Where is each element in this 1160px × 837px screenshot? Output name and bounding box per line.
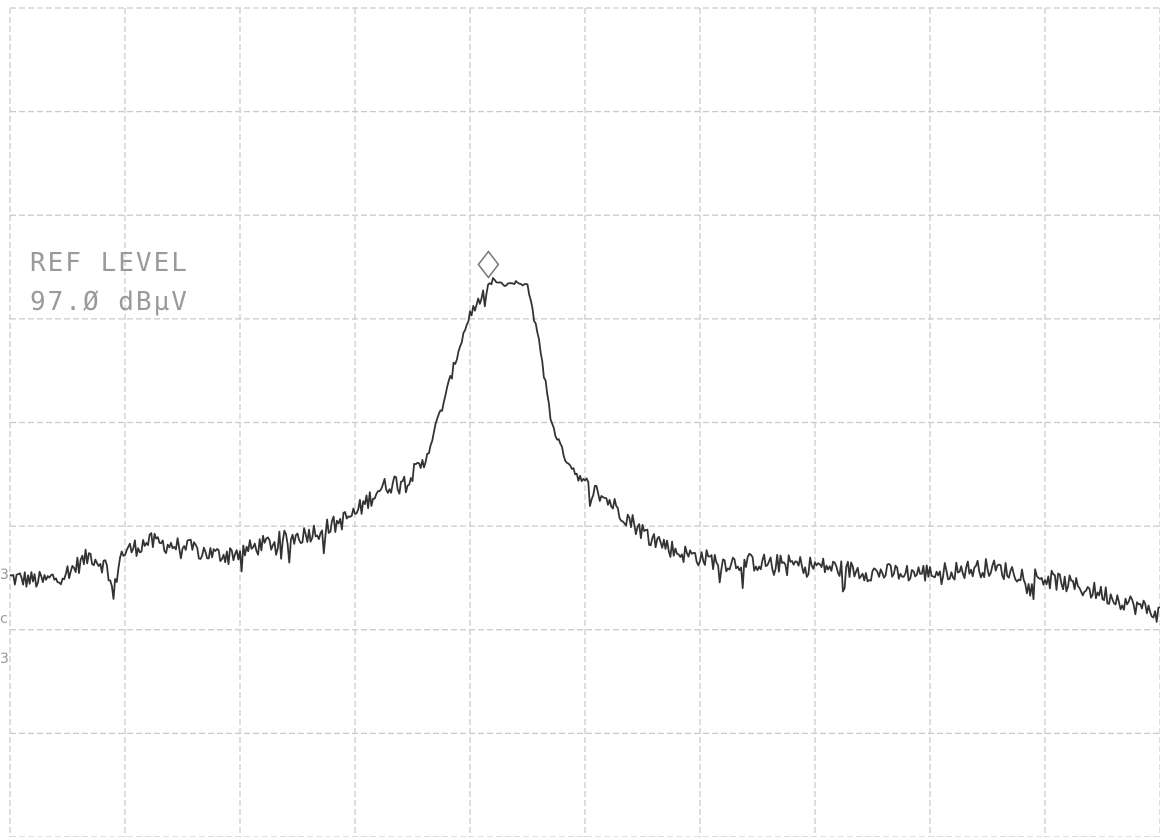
- edge-mark-middle: c: [0, 611, 8, 627]
- marker-diamond: [477, 250, 500, 279]
- ref-level-value: 97.Ø dBµV: [30, 287, 189, 317]
- edge-mark-bottom: 3: [0, 651, 9, 667]
- edge-mark-top: 3: [0, 567, 9, 583]
- spectrum-trace: [9, 277, 1160, 623]
- graticule: [9, 7, 1160, 837]
- trace-group: [9, 250, 1160, 623]
- ref-level-label: REF LEVEL: [30, 248, 189, 278]
